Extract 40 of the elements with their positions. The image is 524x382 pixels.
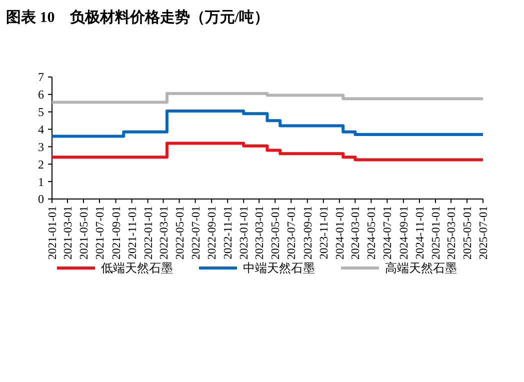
y-tick-label: 2 xyxy=(38,157,44,172)
x-tick-label: 2022-01-01 xyxy=(142,206,155,260)
x-tick-label: 2022-09-01 xyxy=(206,206,219,260)
x-tick-label: 2025-05-01 xyxy=(462,206,474,260)
y-tick-label: 5 xyxy=(38,105,44,120)
x-tick-label: 2021-03-01 xyxy=(62,206,75,260)
x-tick-label: 2023-05-01 xyxy=(270,206,282,260)
x-tick-label: 2021-05-01 xyxy=(78,206,91,260)
x-tick-label: 2024-03-01 xyxy=(350,206,362,260)
x-tick-label: 2025-07-01 xyxy=(478,206,490,260)
x-tick-label: 2022-05-01 xyxy=(174,206,186,260)
y-tick-label: 1 xyxy=(38,174,44,189)
x-tick-label: 2021-01-01 xyxy=(47,206,60,260)
x-tick-label: 2023-11-01 xyxy=(318,206,330,260)
x-tick-label: 2023-01-01 xyxy=(238,206,251,260)
legend-label: 低端天然石墨 xyxy=(101,261,173,276)
x-tick-label: 2025-03-01 xyxy=(446,206,458,260)
x-tick-label: 2022-11-01 xyxy=(222,206,235,260)
y-tick-label: 0 xyxy=(38,192,44,206)
x-tick-label: 2021-09-01 xyxy=(110,206,123,260)
x-tick-label: 2021-07-01 xyxy=(94,206,107,260)
x-tick-label: 2024-09-01 xyxy=(398,206,410,260)
y-tick-label: 6 xyxy=(38,88,44,102)
legend-label: 高端天然石墨 xyxy=(385,261,457,276)
y-tick-label: 7 xyxy=(38,70,44,84)
x-tick-label: 2023-03-01 xyxy=(254,206,266,260)
x-tick-label: 2023-07-01 xyxy=(286,206,298,260)
chart-title: 图表 10 负极材料价格走势（万元/吨） xyxy=(6,9,269,26)
x-tick-label: 2024-11-01 xyxy=(414,206,427,260)
x-tick-label: 2025-01-01 xyxy=(430,206,443,260)
x-tick-label: 2021-11-01 xyxy=(126,206,139,260)
x-tick-label: 2024-05-01 xyxy=(366,206,378,260)
y-tick-label: 4 xyxy=(38,122,44,136)
x-tick-label: 2023-09-01 xyxy=(302,206,314,260)
x-tick-label: 2024-07-01 xyxy=(382,206,394,260)
y-tick-label: 3 xyxy=(38,140,44,154)
x-tick-label: 2022-03-01 xyxy=(158,206,170,260)
x-tick-label: 2024-01-01 xyxy=(334,206,346,260)
legend-label: 中端天然石墨 xyxy=(243,261,315,276)
x-tick-label: 2022-07-01 xyxy=(190,206,202,260)
